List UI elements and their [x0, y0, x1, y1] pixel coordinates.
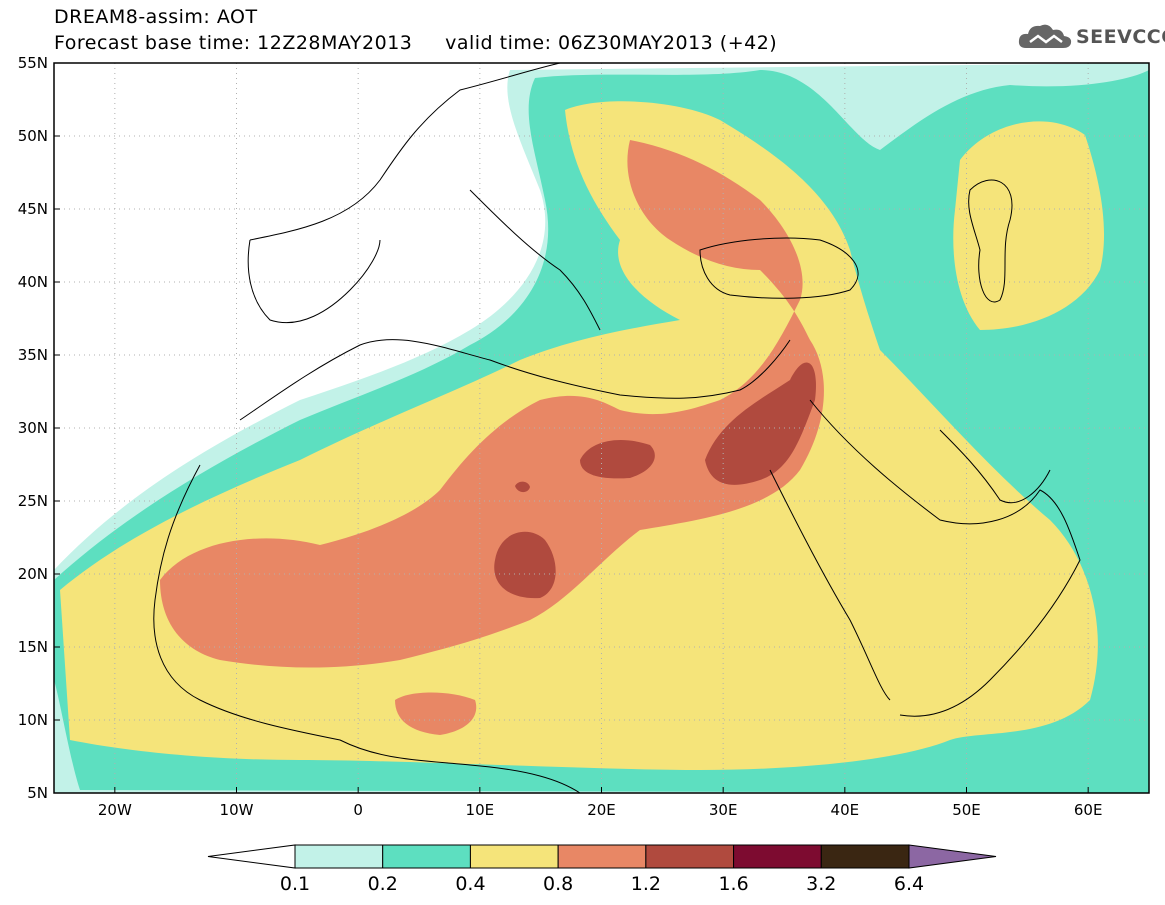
contour-1.2-libya	[580, 440, 655, 479]
colorbar-label: 0.1	[280, 873, 310, 895]
coastline-north-africa	[239, 339, 791, 421]
contour-1.2-chad	[494, 531, 556, 599]
lat-tick-label: 40N	[18, 273, 48, 291]
logo-text: SEEVCCC	[1076, 26, 1165, 48]
latitude-axis: 5N 10N 15N 20N 25N 30N 35N 40N 45N 50N 55N	[18, 54, 60, 802]
seevccc-logo: SEEVCCC	[1018, 22, 1165, 52]
cloud-icon	[1018, 24, 1072, 48]
colorbar-segment	[733, 844, 822, 869]
colorbar-label: 0.2	[368, 873, 398, 895]
map-grid	[54, 62, 1149, 794]
colorbar-segment	[645, 844, 735, 869]
lon-tick-label: 10E	[466, 801, 495, 819]
lat-tick-label: 50N	[18, 127, 48, 145]
lon-tick-label: 20E	[587, 801, 616, 819]
contour-0.8	[160, 140, 824, 668]
lat-tick-label: 5N	[27, 784, 48, 802]
colorbar-segment	[469, 844, 559, 869]
lon-tick-label: 60E	[1074, 801, 1103, 819]
lon-tick-label: 10W	[220, 801, 254, 819]
lon-tick-label: 50E	[952, 801, 981, 819]
colorbar-label: 0.8	[543, 873, 573, 895]
colorbar-arrow-low	[207, 844, 296, 869]
contour-1.2-egypt	[705, 362, 816, 485]
coastline-red-sea	[769, 469, 891, 701]
lon-tick-label: 30E	[709, 801, 738, 819]
map-subtitle: Forecast base time: 12Z28MAY2013 valid t…	[54, 32, 777, 54]
colorbar-label: 1.6	[718, 873, 748, 895]
coastlines	[153, 63, 1081, 793]
coastline-arabia	[809, 399, 1081, 717]
contour-1.2-tunisia	[515, 481, 530, 493]
coastline-italy	[469, 189, 601, 331]
contour-0.4-caspian	[953, 121, 1105, 330]
colorbar: 0.1 0.2 0.4 0.8 1.2 1.6 3.2 6.4	[207, 844, 997, 895]
lat-tick-label: 10N	[18, 711, 48, 729]
coastline-black-sea	[699, 237, 859, 299]
colorbar-segment	[557, 844, 647, 869]
contour-0.8-nigeria	[395, 692, 477, 735]
coastline-europe	[249, 63, 561, 241]
colorbar-label: 1.2	[631, 873, 661, 895]
lat-tick-label: 20N	[18, 565, 48, 583]
lat-tick-label: 15N	[18, 638, 48, 656]
lat-tick-label: 45N	[18, 200, 48, 218]
lat-tick-label: 25N	[18, 492, 48, 510]
map-title: DREAM8-assim: AOT	[54, 6, 258, 28]
colorbar-label: 6.4	[894, 873, 924, 895]
coastline-caspian	[968, 179, 1013, 303]
coastline-africa	[153, 464, 581, 793]
coastline-iberia	[247, 239, 381, 324]
lon-tick-label: 40E	[831, 801, 860, 819]
colorbar-segment	[294, 844, 384, 869]
coastline-gulf	[939, 429, 1051, 504]
colorbar-segment	[820, 844, 910, 869]
colorbar-label: 0.4	[455, 873, 485, 895]
valid-time-label: valid time: 06Z30MAY2013 (+42)	[445, 32, 778, 54]
lat-tick-label: 55N	[18, 54, 48, 72]
colorbar-label: 3.2	[806, 873, 836, 895]
lon-tick-label: 0	[353, 801, 363, 819]
lat-tick-label: 30N	[18, 419, 48, 437]
colorbar-arrow-high	[908, 844, 997, 869]
base-time-label: Forecast base time: 12Z28MAY2013	[54, 32, 413, 54]
colorbar-segment	[382, 844, 471, 869]
lon-tick-label: 20W	[98, 801, 132, 819]
lat-tick-label: 35N	[18, 346, 48, 364]
longitude-axis: 20W 10W 0 10E 20E 30E 40E 50E 60E	[98, 787, 1103, 819]
